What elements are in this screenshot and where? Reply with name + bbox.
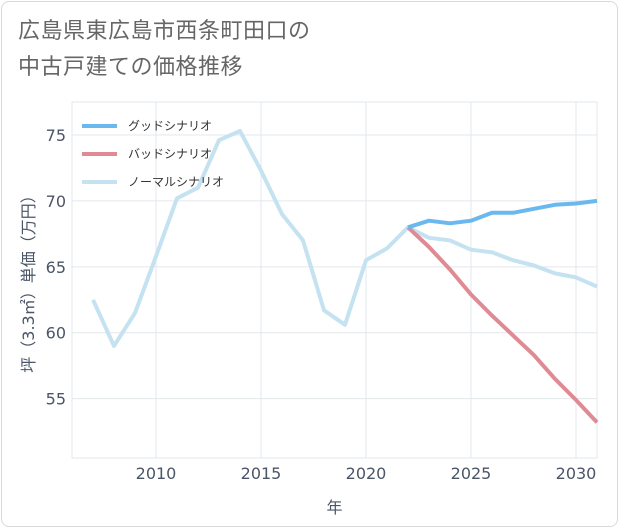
legend-label-2[interactable]: ノーマルシナリオ — [128, 175, 224, 189]
y-tick-label: 70 — [46, 192, 66, 211]
legend-label-0[interactable]: グッドシナリオ — [128, 119, 212, 133]
x-axis-title: 年 — [326, 498, 342, 517]
series-line-2 — [91, 129, 598, 348]
y-tick-label: 75 — [46, 126, 66, 145]
y-tick-label: 55 — [46, 390, 66, 409]
chart-title: 広島県東広島市西条町田口の 中古戸建ての価格推移 — [18, 14, 438, 86]
axis-ticks: 2010 2015 2020 2025 2030 55 60 65 70 75 — [46, 126, 597, 483]
x-tick-label: 2030 — [556, 464, 597, 483]
legend-label-1[interactable]: バッドシナリオ — [128, 147, 212, 161]
x-tick-label: 2015 — [241, 464, 282, 483]
chart-title-line1: 広島県東広島市西条町田口の — [18, 19, 311, 44]
series-layer — [91, 129, 599, 424]
x-tick-label: 2025 — [451, 464, 492, 483]
chart-title-line2: 中古戸建ての価格推移 — [18, 55, 244, 80]
x-tick-label: 2020 — [346, 464, 387, 483]
plot-area — [71, 101, 598, 459]
y-tick-label: 65 — [46, 258, 66, 277]
x-tick-label: 2010 — [136, 464, 177, 483]
y-tick-label: 60 — [46, 324, 66, 343]
series-line-0 — [407, 198, 598, 230]
y-axis-title: 坪（3.3㎡）単価（万円） — [19, 187, 38, 372]
series-line-1 — [406, 225, 599, 424]
